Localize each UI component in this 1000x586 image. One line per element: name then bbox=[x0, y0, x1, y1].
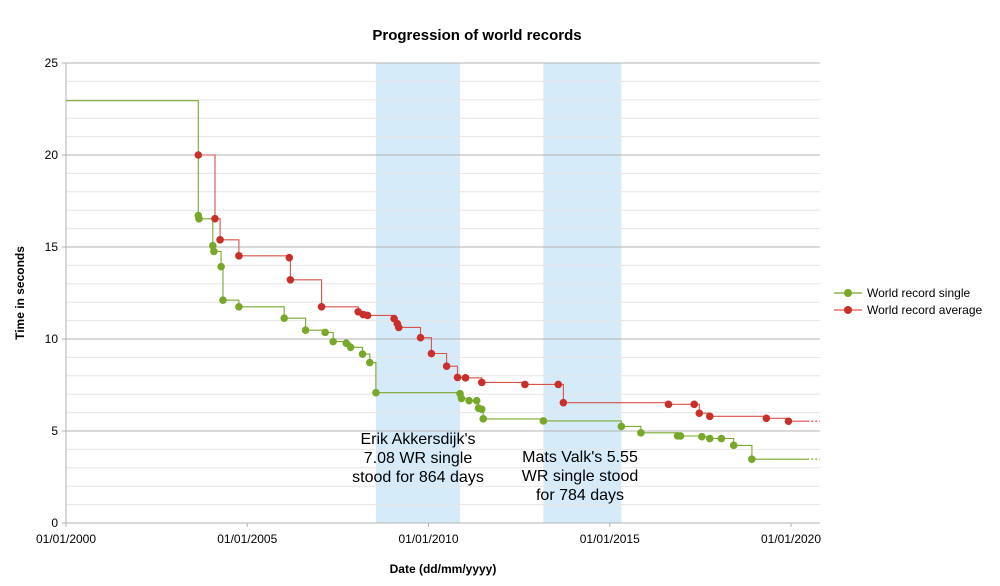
series-average-point bbox=[664, 400, 673, 409]
series-average-point bbox=[477, 378, 486, 387]
series-single-point bbox=[280, 314, 289, 323]
x-tick-labels: 01/01/2000 01/01/2005 01/01/2010 01/01/2015… bbox=[36, 523, 821, 546]
series-average-point bbox=[363, 311, 372, 320]
series-average-point bbox=[216, 236, 224, 244]
series-single-point bbox=[195, 215, 203, 223]
annotation-line: Erik Akkersdijk's bbox=[360, 431, 475, 448]
series-average-point bbox=[690, 400, 699, 409]
series-average-point bbox=[521, 380, 529, 389]
y-tick-labels: 0 5 10 15 20 25 bbox=[45, 56, 66, 530]
series-single-point bbox=[372, 388, 380, 397]
series-average-point bbox=[559, 398, 568, 407]
series-average-point bbox=[285, 253, 294, 262]
legend-item-single: World record single bbox=[834, 286, 970, 300]
series-single-point bbox=[301, 326, 310, 334]
highlight-bands bbox=[375, 63, 622, 523]
x-tick-label: 01/01/2015 bbox=[580, 532, 640, 546]
legend: World record single World record average bbox=[834, 286, 982, 317]
series-average-point bbox=[194, 151, 203, 159]
chart-title: Progression of world records bbox=[372, 27, 581, 44]
annotation-valk: Mats Valk's 5.55 WR single stood for 784… bbox=[522, 449, 639, 504]
series-average-point bbox=[286, 275, 295, 284]
series-single-point bbox=[717, 434, 726, 443]
series-single-point bbox=[219, 296, 227, 304]
series-single-point bbox=[209, 241, 217, 250]
series-single-point bbox=[698, 432, 706, 441]
y-tick-label: 10 bbox=[45, 332, 59, 346]
series-single-point bbox=[210, 247, 218, 256]
series-single bbox=[66, 100, 820, 463]
series-single-point bbox=[346, 343, 355, 352]
series-average-point bbox=[211, 214, 219, 223]
series-average-point bbox=[784, 417, 793, 426]
series-single-point bbox=[465, 396, 473, 405]
series-single-point bbox=[676, 432, 685, 440]
series-single-point bbox=[235, 303, 243, 311]
y-tick-label: 0 bbox=[51, 516, 58, 530]
highlight-band bbox=[543, 63, 622, 523]
series-single-point bbox=[365, 358, 374, 367]
series-average-point bbox=[695, 409, 704, 417]
annotation-line: stood for 864 days bbox=[352, 469, 484, 486]
axes bbox=[65, 63, 820, 524]
series-average-point bbox=[762, 414, 771, 423]
series-single-point bbox=[729, 441, 738, 450]
series-single-point bbox=[321, 328, 329, 337]
series-single-point bbox=[477, 405, 486, 414]
y-tick-label: 15 bbox=[45, 240, 59, 254]
y-tick-label: 5 bbox=[51, 424, 58, 438]
x-tick-label: 01/01/2000 bbox=[36, 532, 96, 546]
series-average-point bbox=[427, 349, 436, 358]
series-average-point bbox=[442, 362, 451, 371]
series-average-point bbox=[461, 374, 470, 382]
series-single-point bbox=[637, 429, 645, 437]
series-average bbox=[194, 151, 820, 426]
gridlines bbox=[66, 62, 820, 506]
series-single-point bbox=[706, 434, 714, 443]
y-axis-title: Time in seconds bbox=[13, 246, 27, 340]
legend-swatch-marker bbox=[844, 306, 852, 314]
series-average-point bbox=[453, 373, 462, 382]
series-single-point bbox=[479, 415, 488, 423]
series-single-point bbox=[472, 396, 481, 405]
series-single-point bbox=[457, 394, 466, 403]
series-single-point bbox=[358, 350, 367, 358]
x-axis-title: Date (dd/mm/yyyy) bbox=[390, 562, 497, 576]
highlight-band bbox=[375, 63, 461, 523]
annotation-line: WR single stood bbox=[522, 468, 639, 485]
series-group bbox=[66, 100, 820, 463]
legend-label-single: World record single bbox=[867, 286, 970, 300]
series-average-line bbox=[198, 154, 808, 422]
annotation-line: for 784 days bbox=[536, 487, 624, 504]
legend-label-average: World record average bbox=[867, 303, 982, 317]
series-average-point bbox=[394, 323, 403, 332]
annotation-akkersdijk: Erik Akkersdijk's 7.08 WR single stood f… bbox=[352, 431, 484, 486]
legend-item-average: World record average bbox=[834, 303, 982, 317]
series-single-point bbox=[617, 422, 626, 431]
series-average-point bbox=[554, 380, 563, 389]
annotation-line: 7.08 WR single bbox=[364, 450, 473, 467]
series-single-point bbox=[329, 337, 337, 346]
x-tick-label: 01/01/2005 bbox=[217, 532, 277, 546]
series-single-point bbox=[539, 417, 548, 425]
series-average-point bbox=[235, 252, 243, 260]
x-tick-label: 01/01/2010 bbox=[398, 532, 458, 546]
series-single-point bbox=[748, 455, 756, 463]
annotation-line: Mats Valk's 5.55 bbox=[522, 449, 638, 466]
series-average-point bbox=[416, 333, 425, 342]
x-tick-label: 01/01/2020 bbox=[761, 532, 821, 546]
series-average-point bbox=[317, 303, 326, 311]
series-single-point bbox=[217, 262, 225, 271]
y-tick-label: 20 bbox=[45, 148, 59, 162]
y-tick-label: 25 bbox=[45, 56, 59, 70]
series-average-point bbox=[706, 412, 714, 421]
legend-swatch-marker bbox=[844, 289, 852, 297]
